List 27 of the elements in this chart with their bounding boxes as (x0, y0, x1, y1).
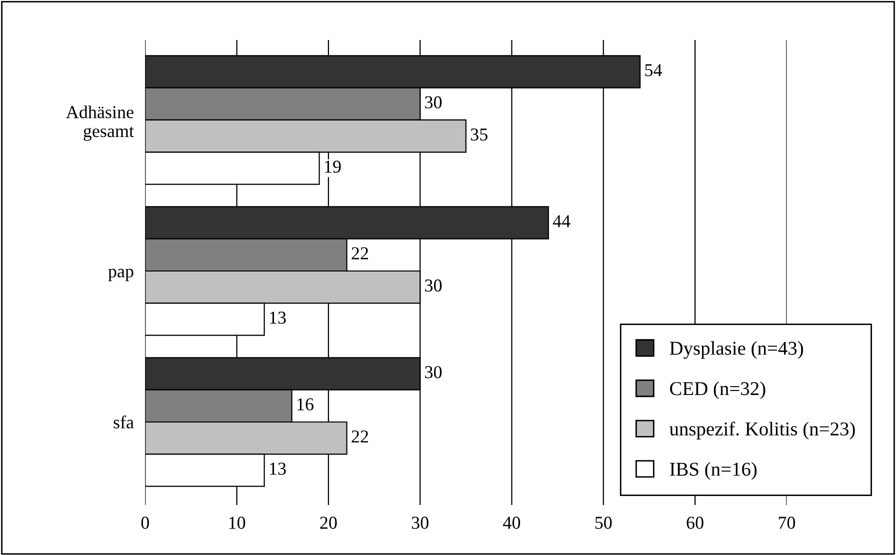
x-tick-label: 0 (141, 516, 149, 529)
y-tick-label: pap (108, 268, 134, 282)
x-tick-label: 50 (595, 516, 612, 529)
x-tick-label: 70 (778, 516, 796, 529)
data-label: 54 (645, 64, 662, 76)
data-label: 13 (270, 462, 286, 475)
data-label: 13 (270, 312, 286, 324)
legend-label: CED (n=32) (670, 382, 766, 400)
x-tick-label: 20 (320, 516, 337, 529)
legend-label: IBS (n=16) (670, 462, 757, 480)
data-label: 22 (352, 247, 368, 260)
data-label: 35 (470, 128, 488, 141)
x-tick-label: 40 (503, 516, 520, 529)
data-label: 30 (425, 96, 442, 108)
x-tick-label: 30 (412, 516, 428, 529)
data-label: 30 (425, 279, 442, 292)
legend-label: unspezif. Kolitis (n=23) (669, 422, 855, 440)
x-tick-label: 60 (686, 516, 704, 529)
legend-label: Dysplasie (n=43) (670, 341, 804, 359)
data-label: 22 (352, 430, 368, 442)
y-tick-label: Adhäsine gesamt (66, 106, 134, 141)
data-label: 30 (425, 366, 442, 378)
y-tick-label: sfa (114, 416, 134, 428)
data-label: 44 (552, 215, 570, 228)
data-label: 16 (298, 398, 314, 410)
x-tick-label: 10 (229, 516, 246, 529)
data-label: 19 (325, 160, 341, 173)
